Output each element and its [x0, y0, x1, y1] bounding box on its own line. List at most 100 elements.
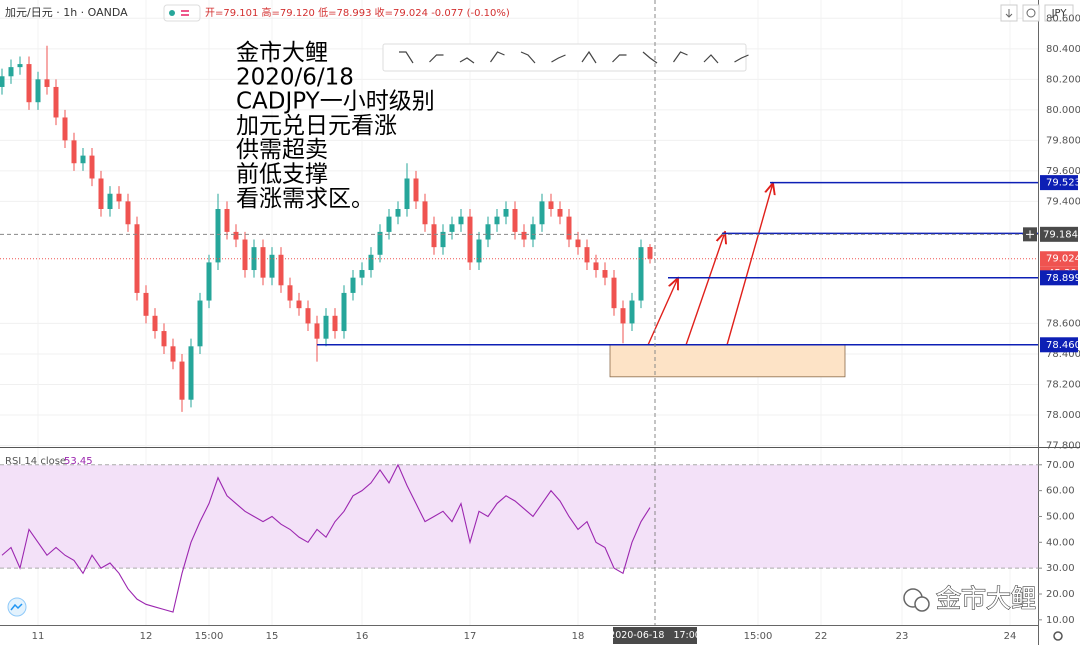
candle-body [548, 201, 554, 210]
candle-body [359, 270, 365, 278]
candle-body [593, 262, 599, 271]
candle-body [17, 64, 23, 68]
rsi-band [0, 464, 1038, 569]
candle-body [386, 216, 392, 232]
tool-icon [673, 51, 688, 63]
y-tick-label: 77.800 [1046, 440, 1080, 451]
tv-logo-mark [10, 603, 23, 611]
candle-body [251, 247, 257, 271]
candle-body [314, 323, 320, 339]
candle-body [323, 315, 329, 339]
x-tick-label: 15:00 [744, 631, 773, 642]
tool-icon [642, 51, 658, 64]
candle-body [98, 178, 104, 210]
crosshair-y-label: 79.184 [1043, 229, 1078, 240]
tool-icon [612, 54, 627, 63]
arrow [685, 232, 725, 346]
candle-body [350, 277, 356, 293]
rsi-tick-label: 10.00 [1046, 615, 1075, 626]
rsi-tick-label: 60.00 [1046, 486, 1075, 497]
candle-body [512, 209, 518, 232]
candle-body [305, 308, 311, 324]
status-pill [163, 4, 201, 22]
candle-body [197, 300, 203, 347]
candle-body [566, 216, 572, 240]
arrows [647, 183, 773, 346]
crosshair-x-box [613, 627, 697, 644]
candle-body [584, 247, 590, 263]
arrow [647, 278, 678, 346]
annotation-line: CADJPY一小时级别 [236, 89, 435, 115]
tool-icon [551, 54, 566, 63]
candle-body [377, 231, 383, 255]
candle-body [368, 254, 374, 271]
candle-body [620, 308, 626, 324]
crosshair-x-label: 2020-06-18 17:00 [609, 630, 701, 641]
level-label: 78.460 [1046, 340, 1080, 351]
candle-body [638, 247, 644, 301]
candle-body [71, 140, 77, 164]
x-tick-label: 15 [266, 631, 279, 642]
candle-body [287, 285, 293, 301]
candle-body [458, 216, 464, 225]
arrow [726, 183, 773, 346]
candle-body [80, 155, 86, 164]
candle-body [53, 86, 59, 118]
watermark: 金市大鲤 [936, 584, 1036, 613]
tool-icon [459, 57, 475, 64]
candle-body [530, 224, 536, 240]
annotation: 金市大鲤2020/6/18CADJPY一小时级别加元兑日元看涨供需超卖前低支撑看… [236, 40, 435, 212]
last-price-label: 79.024 [1046, 254, 1080, 265]
y-tick-label: 78.400 [1046, 349, 1080, 360]
status-dot [169, 10, 175, 16]
tool-icon [703, 54, 719, 64]
annotation-line: 2020/6/18 [236, 64, 354, 90]
candle-body [233, 231, 239, 240]
settings-button[interactable] [1022, 4, 1040, 22]
candle-body [521, 231, 527, 240]
tool-icon [520, 51, 536, 64]
currency-box[interactable] [1044, 4, 1074, 22]
rsi-tick-label: 20.00 [1046, 589, 1075, 600]
candle-body [539, 201, 545, 225]
candle-body [125, 201, 131, 225]
candle-body [575, 239, 581, 248]
candle-body [611, 277, 617, 309]
candle-body [476, 239, 482, 263]
tool-icon [581, 50, 597, 64]
x-tick-label: 22 [815, 631, 828, 642]
x-tick-label: 17 [464, 631, 477, 642]
rsi-title: RSI 14 close [5, 456, 66, 467]
candle-body [170, 346, 176, 362]
rsi-tick-label: 50.00 [1046, 511, 1075, 522]
annotation-line: 金市大鲤 [236, 40, 328, 66]
candle-body [467, 216, 473, 263]
annotation-line: 前低支撑 [236, 162, 328, 188]
y-tick-label: 78.000 [1046, 410, 1080, 421]
level-label-box [1040, 175, 1078, 191]
symbol: 加元/日元 · 1h · OANDA [5, 6, 128, 19]
candle-body [557, 209, 563, 217]
candle-body [224, 209, 230, 232]
candle-body [602, 270, 608, 278]
candle-body [8, 67, 14, 77]
candle-body [494, 216, 500, 225]
candle-body [503, 209, 509, 217]
tool-icon [490, 51, 505, 63]
level-label: 79.523 [1046, 178, 1080, 189]
tool-icon [429, 54, 444, 63]
rsi-last-value: 53.45 [64, 456, 93, 467]
candle-body [449, 224, 455, 232]
x-tick-label: 16 [356, 631, 369, 642]
candle-body [260, 247, 266, 278]
gear-icon[interactable] [1053, 631, 1063, 641]
rsi-line [1, 463, 651, 613]
candle-body [413, 178, 419, 202]
x-tick-label: 18 [572, 631, 585, 642]
x-tick-label: 11 [32, 631, 45, 642]
candle-body [35, 79, 41, 103]
level-label-box [1040, 270, 1078, 286]
candle-body [62, 117, 68, 141]
candle-body [485, 224, 491, 240]
